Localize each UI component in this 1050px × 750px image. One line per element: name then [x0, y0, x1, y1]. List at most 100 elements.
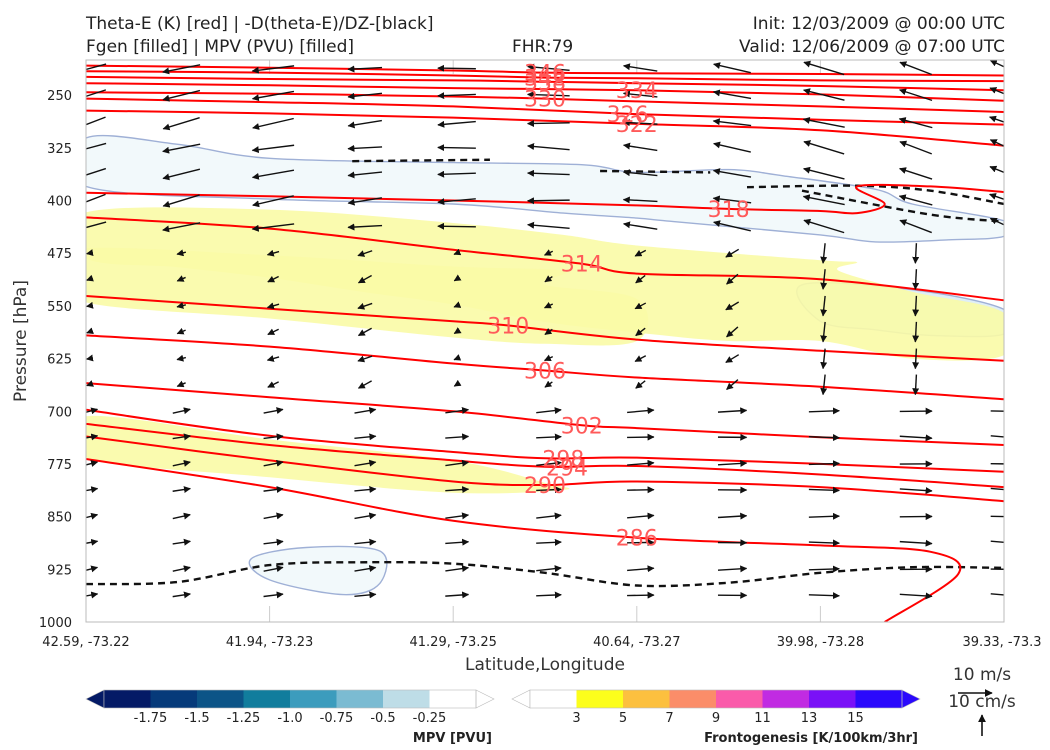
- mpv-colorbar-title: MPV [PVU]: [413, 731, 492, 746]
- wind-vector: [820, 374, 828, 396]
- wind-vector: [86, 407, 99, 415]
- y-tick-label: 250: [47, 89, 72, 104]
- wind-vector: [263, 565, 284, 573]
- wind-vector: [86, 327, 94, 335]
- mpv-colorbar-swatch: [104, 690, 151, 708]
- fgen-colorbar-swatch: [576, 690, 623, 708]
- wind-vector: [354, 538, 377, 546]
- wind-vector: [899, 140, 932, 155]
- wind-vector: [527, 63, 570, 71]
- wind-vector: [526, 197, 570, 205]
- forecast-hour: FHR:79: [512, 37, 574, 57]
- wind-vector: [445, 512, 470, 520]
- x-tick-label: 39.98, -73.28: [777, 635, 864, 650]
- wind-vector: [263, 407, 284, 415]
- wind-vector: [251, 223, 295, 232]
- wind-vector: [86, 591, 99, 599]
- wind-vector: [627, 565, 655, 573]
- wind-vector: [445, 486, 470, 494]
- theta-e-contour-label: 342: [524, 67, 566, 92]
- wind-vector: [622, 90, 658, 98]
- wind-vector: [176, 380, 186, 388]
- wind-vector: [263, 538, 284, 546]
- mpv-colorbar-tick: -1.75: [134, 711, 168, 726]
- wind-vector: [912, 243, 920, 264]
- wind-vector: [526, 91, 570, 99]
- theta-e-contour-label: 346: [524, 62, 566, 87]
- fgen-colorbar-tick: 15: [847, 711, 864, 726]
- wind-vector: [86, 301, 94, 309]
- y-tick-label: 400: [47, 195, 72, 210]
- wind-vector: [912, 269, 920, 290]
- wind-vector: [898, 194, 933, 206]
- wind-vector: [357, 302, 373, 310]
- wind-vector: [357, 327, 372, 337]
- mpv-colorbar-tick: -0.5: [370, 711, 395, 726]
- wind-vector: [347, 197, 382, 206]
- wind-vector: [437, 144, 476, 152]
- theta-e-contour: [86, 435, 1004, 503]
- x-tick-label: 41.94, -73.23: [226, 635, 313, 650]
- wind-vector: [634, 249, 647, 257]
- wind-vector: [712, 195, 752, 204]
- fgen-colorbar-tick: 7: [665, 711, 673, 726]
- wind-vector: [802, 116, 845, 128]
- y-tick-label: 550: [47, 300, 72, 315]
- wind-vector: [990, 515, 1004, 518]
- theta-e-contour-label: 302: [561, 414, 603, 439]
- wind-vector: [453, 354, 462, 361]
- wind-vector: [989, 87, 1004, 95]
- valid-time: Valid: 12/06/2009 @ 07:00 UTC: [739, 37, 1005, 57]
- wind-vector: [86, 167, 107, 176]
- theta-e-contour: [86, 91, 1004, 113]
- wind-vector: [989, 217, 1004, 226]
- theta-e-contour-label: 330: [524, 88, 566, 113]
- fgen-colorbar-swatch: [809, 690, 856, 708]
- wind-vector: [820, 321, 828, 343]
- wind-vector: [176, 249, 187, 257]
- wind-vector: [251, 144, 295, 154]
- wind-vector: [357, 250, 373, 257]
- wind-vector: [267, 381, 279, 388]
- wind-vector: [712, 89, 752, 100]
- wind-vector: [622, 196, 658, 204]
- wind-vector: [445, 433, 470, 441]
- wind-vector: [251, 90, 295, 102]
- wind-vector: [354, 486, 377, 493]
- wind-vector: [354, 591, 377, 599]
- wind-vector: [989, 139, 1004, 147]
- wind-vector: [437, 198, 476, 206]
- wind-vector: [172, 512, 191, 520]
- wind-vector: [820, 269, 828, 290]
- wind-vector: [536, 565, 562, 573]
- wind-vector: [437, 222, 476, 230]
- dthetae-dz-contour: [746, 184, 1004, 206]
- frontogenesis-region: [86, 207, 1004, 361]
- fgen-colorbar-swatch: [762, 690, 809, 708]
- mpv-colorbar-swatch: [429, 690, 476, 708]
- mpv-colorbar-tick: -0.25: [413, 711, 447, 726]
- wind-vector: [445, 565, 470, 573]
- wind-vector: [252, 117, 294, 130]
- wind-vector: [627, 407, 655, 415]
- wind-vector: [172, 459, 191, 467]
- wind-vector: [437, 64, 476, 72]
- wind-vector: [453, 301, 462, 308]
- mpv-colorbar-swatch: [290, 690, 337, 708]
- wind-vector: [899, 539, 933, 547]
- wind-vector: [717, 512, 748, 520]
- wind-vector: [453, 327, 462, 335]
- wind-vector: [899, 88, 933, 102]
- mpv-colorbar-swatch: [243, 690, 290, 708]
- wind-vector: [627, 512, 655, 520]
- wind-vector: [622, 63, 658, 72]
- wind-vector: [717, 565, 748, 573]
- wind-vector: [989, 60, 1004, 68]
- wind-vector: [725, 354, 740, 364]
- fgen-colorbar-tick: 13: [801, 711, 818, 726]
- fgen-colorbar-extend-low: [511, 689, 531, 709]
- wind-vector: [354, 433, 377, 441]
- x-tick-label: 42.59, -73.22: [42, 635, 129, 650]
- wind-vector: [990, 410, 1004, 412]
- theta-e-contour-label: 326: [607, 103, 649, 128]
